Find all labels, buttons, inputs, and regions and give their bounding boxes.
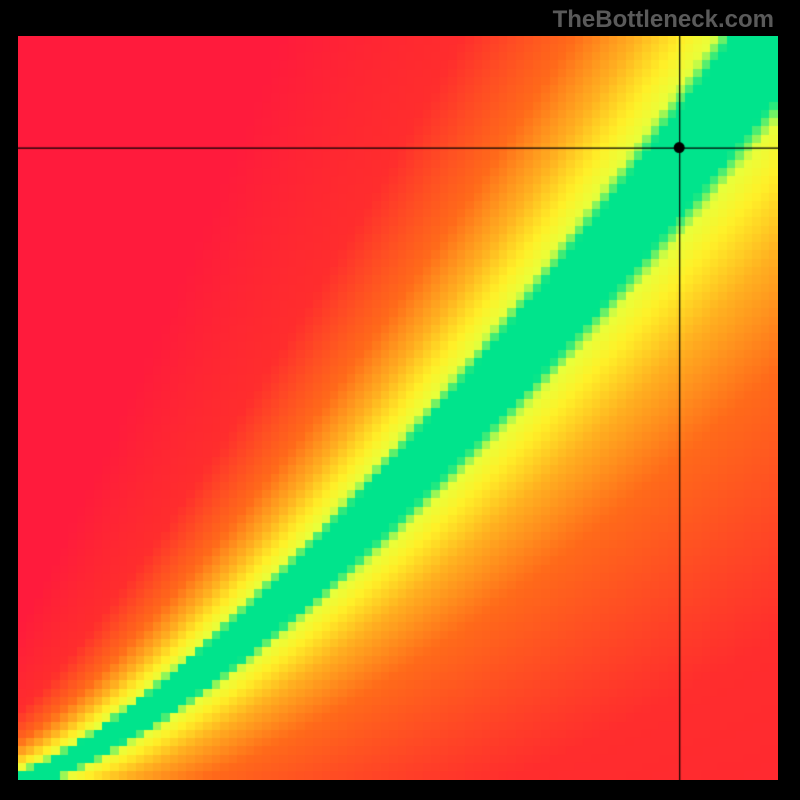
watermark-text: TheBottleneck.com [553, 6, 774, 34]
bottleneck-heatmap [18, 36, 778, 780]
chart-container: { "watermark": { "text": "TheBottleneck.… [0, 0, 800, 800]
